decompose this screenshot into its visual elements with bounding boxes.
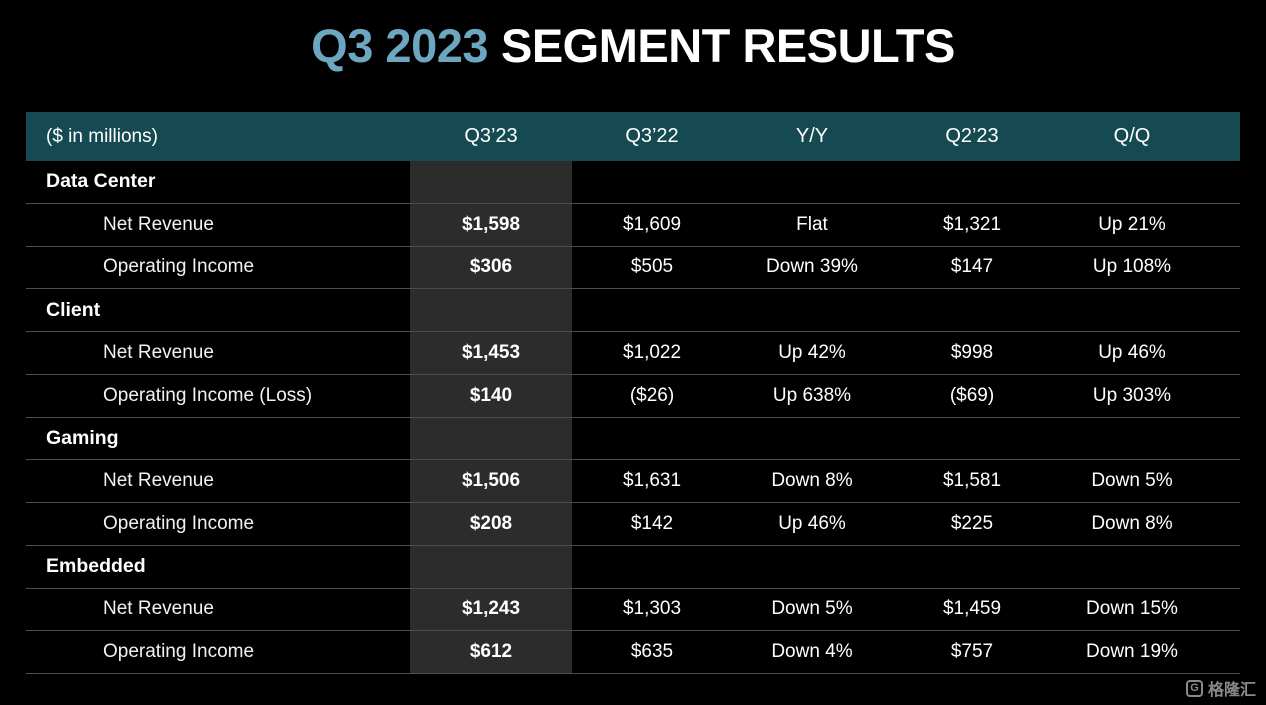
data-row-net-revenue: Net Revenue $1,243 $1,303 Down 5% $1,459… — [26, 588, 1240, 632]
row-label: Net Revenue — [103, 598, 214, 620]
highlight-column-cell — [410, 417, 572, 460]
section-label: Embedded — [46, 555, 146, 578]
value-q3-23: $1,243 — [410, 588, 572, 631]
column-header-unit: ($ in millions) — [46, 125, 158, 147]
empty-cell — [892, 161, 1052, 203]
value-qq: Down 8% — [1091, 512, 1173, 534]
value-q3-23: $306 — [410, 246, 572, 289]
title-rest: SEGMENT RESULTS — [500, 19, 955, 72]
column-header-q3-22: Q3’22 — [625, 125, 679, 147]
empty-cell — [892, 289, 1052, 331]
highlight-column-cell — [410, 289, 572, 331]
row-label: Net Revenue — [103, 213, 214, 235]
data-row-net-revenue: Net Revenue $1,453 $1,022 Up 42% $998 Up… — [26, 332, 1240, 375]
value-q3-22: $1,609 — [622, 213, 682, 235]
empty-cell — [892, 418, 1052, 460]
gelonghui-logo-icon: G — [1185, 679, 1203, 697]
empty-cell — [572, 289, 732, 331]
empty-cell — [1052, 418, 1212, 460]
value-q3-22: $505 — [630, 256, 674, 278]
section-row-client: Client — [26, 289, 1240, 332]
column-header-yy: Y/Y — [795, 125, 829, 147]
value-q2-23: $1,581 — [942, 470, 1002, 492]
value-qq: Up 108% — [1092, 256, 1172, 278]
row-label: Operating Income — [103, 641, 255, 663]
empty-cell — [572, 161, 732, 203]
row-label: Operating Income — [103, 512, 255, 534]
segment-results-table: ($ in millions) Q3’23 Q3’22 Y/Y Q2’23 Q/… — [26, 112, 1240, 674]
value-qq: Up 46% — [1098, 341, 1166, 363]
section-label: Gaming — [46, 426, 119, 449]
value-q2-23: $1,321 — [942, 213, 1002, 235]
watermark: G 格隆汇 — [1185, 676, 1256, 700]
row-label: Operating Income — [103, 256, 255, 278]
value-q2-23: $998 — [950, 341, 994, 363]
column-header-qq: Q/Q — [1113, 125, 1151, 147]
value-q2-23: $147 — [950, 256, 994, 278]
value-qq: Down 15% — [1086, 598, 1178, 620]
empty-cell — [572, 418, 732, 460]
value-q3-23: $612 — [410, 631, 572, 673]
row-label: Net Revenue — [103, 341, 214, 363]
value-q3-23: $1,598 — [410, 203, 572, 246]
section-label: Client — [46, 298, 101, 321]
value-q3-22: $142 — [630, 512, 674, 534]
empty-cell — [732, 546, 892, 588]
value-qq: Up 303% — [1092, 384, 1172, 406]
value-yy: Down 8% — [771, 470, 853, 492]
value-q2-23: $1,459 — [942, 598, 1002, 620]
empty-cell — [1052, 289, 1212, 331]
empty-cell — [1052, 546, 1212, 588]
value-q2-23: $757 — [950, 641, 994, 663]
empty-cell — [892, 546, 1052, 588]
value-q3-22: $1,022 — [622, 341, 682, 363]
empty-cell — [572, 546, 732, 588]
section-label: Data Center — [46, 170, 156, 193]
value-q3-23: $208 — [410, 503, 572, 545]
column-header-q3-23: Q3’23 — [464, 125, 518, 147]
data-row-operating-income-loss: Operating Income (Loss) $140 ($26) Up 63… — [26, 374, 1240, 418]
value-q3-23: $1,453 — [410, 332, 572, 374]
highlight-column-cell — [410, 161, 572, 203]
row-label: Net Revenue — [103, 470, 214, 492]
data-row-operating-income: Operating Income $306 $505 Down 39% $147… — [26, 246, 1240, 290]
value-yy: Flat — [796, 213, 828, 235]
value-qq: Down 19% — [1086, 641, 1178, 663]
section-row-data-center: Data Center — [26, 161, 1240, 204]
data-row-operating-income: Operating Income $612 $635 Down 4% $757 … — [26, 631, 1240, 674]
data-row-net-revenue: Net Revenue $1,506 $1,631 Down 8% $1,581… — [26, 460, 1240, 503]
table-header-row: ($ in millions) Q3’23 Q3’22 Y/Y Q2’23 Q/… — [26, 112, 1240, 161]
value-yy: Up 638% — [772, 384, 852, 406]
data-row-operating-income: Operating Income $208 $142 Up 46% $225 D… — [26, 503, 1240, 546]
empty-cell — [732, 289, 892, 331]
value-yy: Down 5% — [771, 598, 853, 620]
watermark-text: 格隆汇 — [1207, 682, 1256, 699]
title-quarter: Q3 2023 — [311, 19, 488, 72]
value-yy: Up 42% — [778, 341, 846, 363]
value-qq: Down 5% — [1091, 470, 1173, 492]
data-row-net-revenue: Net Revenue $1,598 $1,609 Flat $1,321 Up… — [26, 203, 1240, 247]
value-q3-22: ($26) — [629, 384, 675, 406]
empty-cell — [732, 161, 892, 203]
value-yy: Down 4% — [771, 641, 853, 663]
empty-cell — [1052, 161, 1212, 203]
value-q3-23: $140 — [410, 374, 572, 417]
value-q3-23: $1,506 — [410, 460, 572, 502]
value-q2-23: ($69) — [949, 384, 995, 406]
section-row-embedded: Embedded — [26, 545, 1240, 589]
value-yy: Down 39% — [766, 256, 858, 278]
value-q2-23: $225 — [950, 512, 994, 534]
value-q3-22: $635 — [630, 641, 674, 663]
value-yy: Up 46% — [778, 512, 846, 534]
value-qq: Up 21% — [1098, 213, 1166, 235]
page-title: Q3 2023 SEGMENT RESULTS — [0, 18, 1266, 73]
section-row-gaming: Gaming — [26, 417, 1240, 461]
highlight-column-cell — [410, 545, 572, 588]
row-label: Operating Income (Loss) — [103, 384, 313, 406]
column-header-q2-23: Q2’23 — [945, 125, 999, 147]
value-q3-22: $1,631 — [622, 470, 682, 492]
value-q3-22: $1,303 — [622, 598, 682, 620]
empty-cell — [732, 418, 892, 460]
